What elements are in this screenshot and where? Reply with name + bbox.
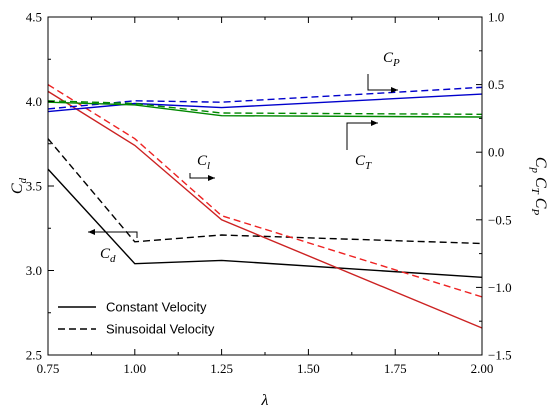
cp-annotation: CP [383,50,400,69]
x-axis-title: λ [261,392,269,409]
x-tick-label: 0.75 [37,361,60,376]
right-axis-title-sub: P [529,207,541,215]
ct-annotation: CT [355,153,372,172]
ct-annotation-arrow-line [346,122,378,150]
cl-annotation: Cl [197,153,210,172]
left-tick-label: 4.0 [26,94,42,109]
cd-annotation-arrow-line [88,231,138,238]
legend-label-0: Constant Velocity [106,300,207,315]
legend-label-1: Sinusoidal Velocity [106,322,215,337]
ct-annotation-arrow-head [371,120,378,126]
right-axis-title-sub: T [529,188,541,195]
right-tick-label: 0.5 [488,77,504,92]
cp-annotation-sub: P [392,57,400,69]
series-line-cp-const [47,93,483,113]
right-axis-title: Cp CT CP [529,157,549,216]
cl-annotation-sub: l [207,160,210,172]
cd-annotation-sub: d [110,253,116,265]
right-axis-title-sub: p [529,166,541,173]
cp-annotation-arrow-line [367,74,398,91]
right-axis-title-part: C [532,194,549,209]
right-axis-title-part: C [532,173,549,188]
series-line-cl-const [47,90,483,329]
right-tick-label: 0.0 [488,145,504,160]
ticks-layer: 0.75 1.00 1.25 1.50 1.75 2.00 2.5 3.0 3.5 4.0 4.5 −… [26,10,512,377]
left-tick-label: 3.5 [26,179,42,194]
right-tick-label: 1.0 [488,10,504,25]
series-line-cl-sin [47,84,483,298]
series-layer [47,84,483,329]
series-line-cd-const [47,168,483,278]
x-tick-label: 1.50 [297,361,320,376]
left-axis-title: Cd [9,177,29,194]
cp-annotation-main: C [383,50,394,66]
right-axis-title-part: C [532,157,549,168]
cd-annotation-main: C [100,246,111,262]
x-tick-label: 1.00 [123,361,146,376]
left-tick-label: 3.0 [26,263,42,278]
x-tick-label: 2.00 [471,361,494,376]
left-axis-title-main: C [9,183,26,194]
right-tick-label: −1.0 [488,280,512,295]
cl-annotation-arrow-head [208,175,215,181]
cp-annotation-arrow-head [391,87,398,93]
x-tick-label: 1.75 [384,361,407,376]
legend-layer: Constant Velocity Sinusoidal Velocity [58,300,215,337]
x-tick-label: 1.25 [210,361,233,376]
right-tick-label: −1.5 [488,348,512,363]
series-line-ct-const [47,101,483,118]
ct-annotation-main: C [355,153,366,169]
cd-annotation: Cd [100,246,116,265]
left-tick-label: 4.5 [26,10,42,25]
left-axis-title-sub: d [17,177,29,183]
series-line-ct-sin [47,100,483,115]
cd-annotation-arrow-head [88,229,95,235]
ct-annotation-sub: T [365,160,372,172]
cl-annotation-main: C [197,153,208,169]
left-tick-label: 2.5 [26,348,42,363]
series-line-cd-sin [47,138,483,245]
cl-annotation-arrow-line [189,173,215,179]
right-tick-label: −0.5 [488,212,512,227]
